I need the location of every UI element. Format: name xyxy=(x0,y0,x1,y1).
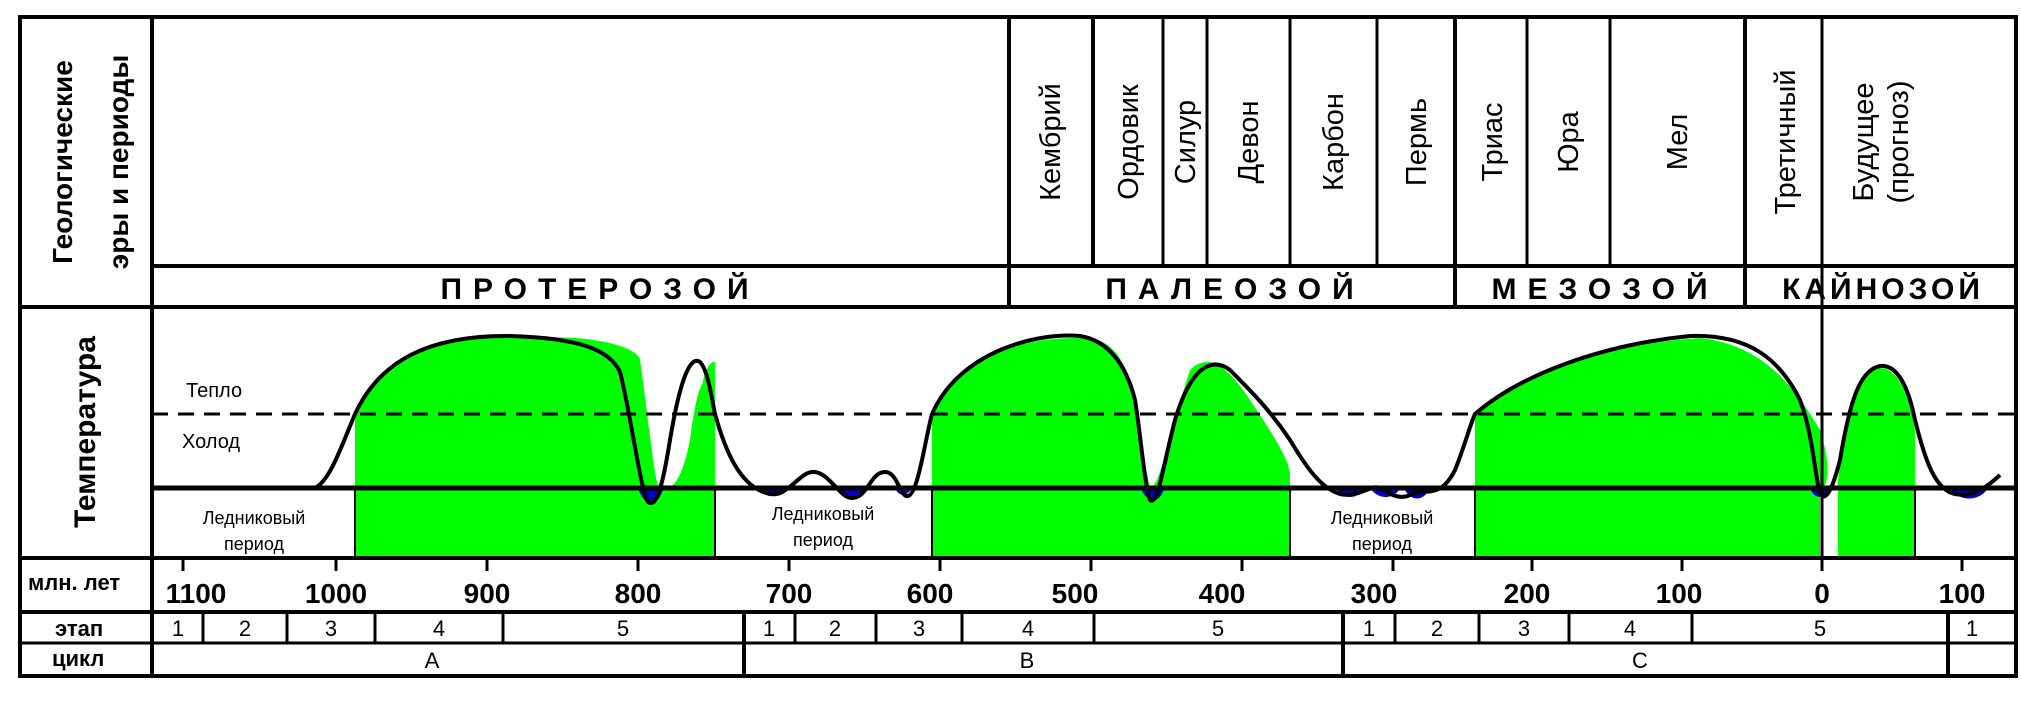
temperature-label: Температура xyxy=(69,336,102,528)
stage-number: 1 xyxy=(172,616,184,641)
glacial-label-2a: Ледниковый xyxy=(772,504,875,524)
warm-fill-c xyxy=(1475,338,1828,558)
cycle-b: B xyxy=(1020,648,1035,673)
warm-period-fills xyxy=(355,335,1915,558)
glacial-labels: Ледниковый период Ледниковый период Ледн… xyxy=(203,504,1434,554)
stage-number: 1 xyxy=(1966,616,1978,641)
tick-label: 100 xyxy=(1939,578,1986,609)
glacial-label-3b: период xyxy=(1352,534,1412,554)
tick-label: 500 xyxy=(1052,578,1099,609)
period-permian: Пермь xyxy=(1401,98,1433,186)
period-jurassic: Юра xyxy=(1553,110,1585,172)
stage-number: 5 xyxy=(617,616,629,641)
period-cretaceous: Мел xyxy=(1662,114,1694,171)
stage-number: 5 xyxy=(1814,616,1826,641)
tick-label: 600 xyxy=(907,578,954,609)
period-carboniferous: Карбон xyxy=(1318,93,1350,191)
tick-label: 300 xyxy=(1351,578,1398,609)
period-future-line1: Будущее xyxy=(1848,82,1880,201)
period-cambrian: Кембрий xyxy=(1035,83,1067,201)
warm-fill-d xyxy=(1838,368,1915,558)
row-labels: млн. лет этап цикл xyxy=(28,570,120,671)
period-triassic: Триас xyxy=(1477,102,1509,181)
tick-label: 900 xyxy=(464,578,511,609)
glacial-boxes xyxy=(152,488,2015,558)
tick-label: 400 xyxy=(1199,578,1246,609)
stage-number: 2 xyxy=(829,616,841,641)
warm-fill-a2 xyxy=(355,335,715,558)
stage-number: 3 xyxy=(913,616,925,641)
geo-label-line2: эры и периоды xyxy=(103,55,134,269)
stage-number: 5 xyxy=(1212,616,1224,641)
tick-label: 100 xyxy=(1656,578,1703,609)
era-cenozoic: КАЙНОЗОЙ xyxy=(1782,272,1984,306)
tick-label: 0 xyxy=(1814,578,1830,609)
cycle-labels: A B C xyxy=(425,648,1648,673)
stage-number: 3 xyxy=(325,616,337,641)
stage-number: 1 xyxy=(1363,616,1375,641)
row-label-stage: этап xyxy=(55,616,103,641)
glacial-label-1b: период xyxy=(224,534,284,554)
stage-number: 4 xyxy=(1624,616,1636,641)
era-proterozoic: ПРОТЕРОЗОЙ xyxy=(440,272,759,306)
glacial-label-1a: Ледниковый xyxy=(203,508,306,528)
tick-label: 700 xyxy=(766,578,813,609)
temperature-curve xyxy=(313,333,2002,506)
period-silurian: Силур xyxy=(1170,100,1202,184)
period-future-line2: (прогноз) xyxy=(1883,81,1915,204)
tick-label: 800 xyxy=(615,578,662,609)
period-tertiary: Третичный xyxy=(1770,69,1802,214)
period-labels: Кембрий Ордовик Силур Девон Карбон Пермь… xyxy=(1035,69,1915,214)
stage-number: 4 xyxy=(433,616,445,641)
row-label-mya: млн. лет xyxy=(28,570,120,595)
geo-label-line1: Геологические xyxy=(47,60,78,264)
period-ordovician: Ордовик xyxy=(1113,84,1145,200)
cycle-c: C xyxy=(1632,648,1648,673)
tick-label: 1100 xyxy=(166,578,227,609)
period-devonian: Девон xyxy=(1233,101,1265,184)
stage-number: 3 xyxy=(1518,616,1530,641)
era-labels: ПРОТЕРОЗОЙ ПАЛЕОЗОЙ МЕЗОЗОЙ КАЙНОЗОЙ xyxy=(440,272,1984,306)
axis-ticks xyxy=(181,558,1964,571)
cold-label: Холод xyxy=(182,431,240,453)
era-mesozoic: МЕЗОЗОЙ xyxy=(1491,272,1718,306)
stage-number: 2 xyxy=(239,616,251,641)
warm-label: Тепло xyxy=(186,380,242,402)
stage-number: 4 xyxy=(1022,616,1034,641)
tick-label: 1000 xyxy=(305,578,367,609)
row-label-cycle: цикл xyxy=(52,646,104,671)
tick-label: 200 xyxy=(1504,578,1551,609)
glacial-label-2b: период xyxy=(793,530,853,550)
stage-number: 2 xyxy=(1431,616,1443,641)
grid-lines xyxy=(18,15,2018,678)
warm-fill-b xyxy=(932,337,1290,558)
stage-number: 1 xyxy=(763,616,775,641)
glacial-label-3a: Ледниковый xyxy=(1331,508,1434,528)
stage-numbers: 1 2 3 4 5 1 2 3 4 5 1 2 3 4 5 1 xyxy=(172,616,1978,641)
era-paleozoic: ПАЛЕОЗОЙ xyxy=(1105,272,1364,306)
tick-labels: 1100 1000 900 800 700 600 500 400 300 20… xyxy=(166,578,1986,609)
cycle-a: A xyxy=(425,648,440,673)
